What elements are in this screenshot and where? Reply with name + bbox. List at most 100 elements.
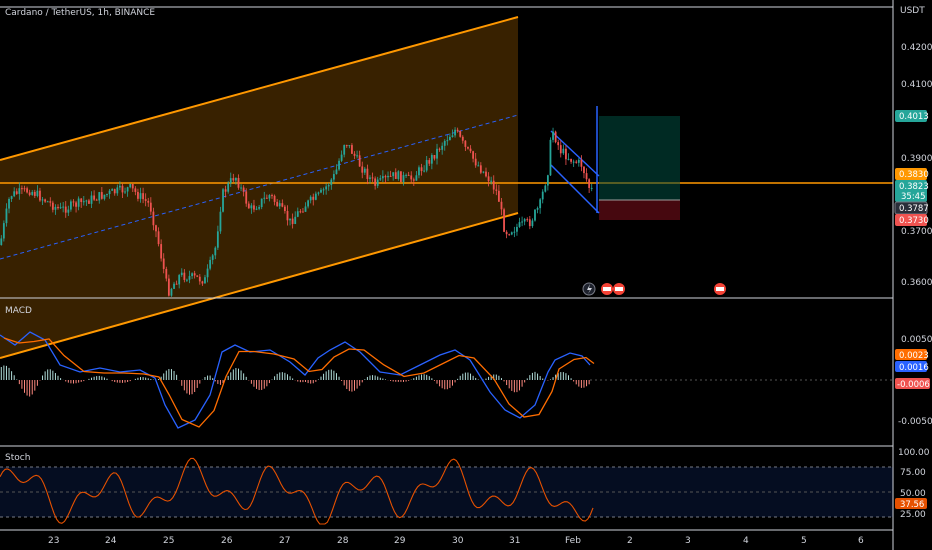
candle-body — [265, 197, 268, 199]
channel-bottom-line[interactable] — [0, 212, 519, 359]
time-tick-28: 28 — [337, 536, 349, 546]
candle-body — [134, 188, 137, 192]
candle-body — [157, 231, 160, 245]
candle-body — [155, 225, 157, 232]
stoch-title[interactable]: Stoch — [5, 453, 30, 463]
stoch-tick-75: 75.00 — [900, 468, 926, 478]
candle-body — [291, 218, 294, 224]
flag-top-line[interactable] — [550, 130, 600, 177]
candle-body — [88, 200, 90, 204]
candle-body — [340, 154, 343, 161]
candle-body — [327, 185, 330, 187]
candle-body — [108, 190, 111, 195]
candle-body — [366, 168, 369, 179]
hline-price-text: 0.3830 — [899, 170, 929, 180]
stoch-tick-50: 50.00 — [900, 489, 926, 499]
candle-body — [224, 189, 227, 192]
candle-body — [516, 226, 518, 232]
candle-body — [397, 171, 400, 179]
candle-body — [51, 202, 54, 210]
channel-top-line[interactable] — [0, 16, 519, 161]
macd-title[interactable]: MACD — [5, 306, 32, 316]
candle-body — [353, 153, 356, 156]
candle-body — [211, 255, 214, 260]
channel-mid-line — [0, 114, 519, 260]
candle-body — [162, 258, 165, 269]
stoch-tick-100: 100.00 — [898, 448, 930, 458]
flag-event-icon-2[interactable] — [714, 283, 726, 295]
candle-body — [577, 159, 580, 163]
candle-body — [495, 189, 498, 191]
flag-event-icon[interactable] — [601, 283, 625, 295]
candle-body — [304, 206, 307, 212]
candle-body — [464, 140, 467, 147]
candle-body — [317, 192, 320, 194]
candle-body — [351, 145, 353, 154]
candle-body — [526, 219, 529, 221]
candle-body — [113, 189, 116, 194]
candle-body — [438, 148, 441, 150]
stoch-k-line — [0, 457, 594, 525]
candle-body — [144, 199, 147, 201]
candle-body — [283, 206, 286, 211]
candle-body — [15, 191, 18, 194]
stoch-value-badge — [895, 498, 927, 509]
macd-signal-badge — [895, 349, 927, 360]
candle-body — [299, 211, 302, 213]
candle-body — [451, 135, 454, 137]
stoch-pane[interactable] — [0, 457, 893, 531]
candle-body — [487, 176, 490, 182]
position-target-zone[interactable] — [599, 116, 680, 200]
candle-body — [82, 201, 85, 203]
candle-body — [67, 209, 70, 213]
time-tick-24: 24 — [105, 536, 117, 546]
candle-body — [436, 148, 438, 159]
candle-body — [289, 218, 291, 221]
position-stop-zone[interactable] — [599, 200, 680, 220]
candle-body — [428, 160, 431, 164]
candle-body — [260, 198, 263, 208]
candle-body — [384, 176, 387, 178]
candle-body — [165, 268, 168, 279]
flag-bottom-line[interactable] — [550, 164, 600, 214]
candle-body — [188, 276, 191, 280]
candle-body — [441, 145, 444, 150]
lightning-event-icon[interactable] — [582, 282, 596, 296]
candle-body — [278, 203, 281, 207]
entry-price-text: 0.3787 — [899, 204, 929, 214]
price-pane[interactable] — [0, 16, 893, 359]
time-axis[interactable]: 23 24 25 26 27 28 29 30 31 Feb 2 3 4 5 6 — [48, 536, 864, 546]
candle-body — [420, 167, 423, 172]
candle-body — [281, 203, 284, 207]
macd-pane[interactable] — [0, 331, 893, 447]
symbol-title[interactable]: Cardano / TetherUS, 1h, BINANCE — [5, 8, 155, 18]
candle-body — [335, 169, 338, 175]
candle-body — [5, 208, 8, 224]
macd-tick-pos: 0.0050 — [901, 335, 932, 345]
candle-body — [467, 146, 469, 149]
candle-body — [31, 191, 34, 195]
macd-value-badge — [895, 361, 927, 372]
candle-body — [209, 259, 212, 269]
candle-body — [57, 206, 59, 209]
candle-body — [379, 178, 382, 180]
candle-body — [75, 202, 77, 207]
candle-body — [536, 208, 539, 210]
candle-body — [0, 238, 3, 245]
macd-line — [0, 331, 591, 429]
candle-body — [41, 199, 44, 201]
candle-body — [430, 155, 433, 164]
candle-body — [152, 211, 155, 226]
candle-body — [201, 281, 204, 284]
candle-body — [348, 145, 351, 147]
candle-body — [183, 272, 186, 280]
candle-body — [358, 155, 361, 167]
candle-body — [528, 219, 531, 227]
candle-body — [534, 209, 536, 221]
candle-body — [46, 201, 49, 203]
candle-body — [523, 219, 526, 222]
candle-body — [546, 175, 549, 186]
candle-body — [95, 199, 98, 201]
